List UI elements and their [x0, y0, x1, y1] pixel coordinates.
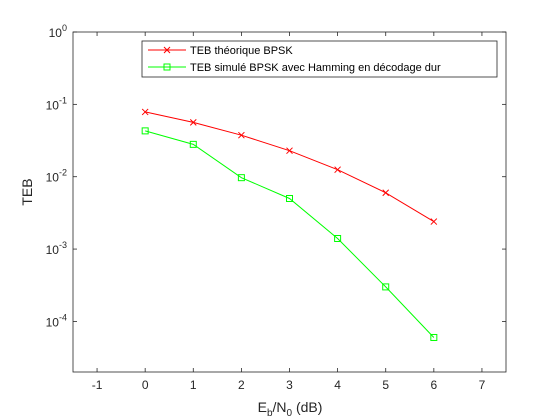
- series-line-1: [145, 130, 435, 338]
- x-tick-label: 0: [142, 378, 149, 392]
- y-tick-label: 10-4: [46, 312, 67, 329]
- series-point-1: [430, 333, 438, 341]
- x-tick-label: 3: [286, 378, 293, 392]
- x-axis-ticks: -1 0 1 2 3 4 5 6 7: [92, 32, 486, 392]
- series-point-0: [430, 218, 438, 225]
- series-point-1: [237, 174, 245, 182]
- legend: TEB théorique BPSK TEB simulé BPSK avec …: [141, 40, 498, 78]
- x-axis-label: Eb/N0 (dB): [258, 399, 323, 419]
- y-tick-label: 10-3: [46, 240, 67, 257]
- series-point-0: [141, 108, 149, 116]
- y-axis-ticks: 100 10-1 10-2 10-3 10-4: [46, 23, 506, 329]
- series-point-0: [238, 131, 245, 139]
- x-tick-label: -1: [92, 378, 103, 392]
- x-tick-label: 6: [430, 378, 437, 392]
- legend-marker-theorique: [163, 46, 171, 54]
- series-layer: [141, 108, 438, 341]
- plot-area: [72, 31, 507, 373]
- series-point-1: [286, 194, 293, 202]
- x-tick-label: 4: [334, 378, 341, 392]
- x-tick-label: 7: [479, 378, 486, 392]
- series-point-1: [141, 127, 149, 135]
- series-point-0: [286, 147, 293, 155]
- legend-box: [141, 40, 498, 78]
- series-point-1: [382, 283, 390, 291]
- x-tick-label: 5: [382, 378, 389, 392]
- legend-label-theorique: TEB théorique BPSK: [190, 45, 293, 57]
- legend-label-simule: TEB simulé BPSK avec Hamming en décodage…: [190, 62, 441, 74]
- series-point-0: [189, 119, 197, 126]
- y-tick-label: 10-1: [46, 95, 67, 112]
- legend-marker-simule: [163, 63, 171, 71]
- series-point-1: [189, 140, 197, 148]
- x-tick-label: 1: [190, 378, 197, 392]
- series-point-0: [334, 166, 341, 174]
- y-tick-label: 10-2: [46, 168, 67, 185]
- series-point-1: [334, 234, 342, 242]
- y-axis-label: TEB: [19, 178, 35, 205]
- series-point-0: [382, 189, 390, 197]
- x-tick-label: 2: [238, 378, 245, 392]
- y-tick-label: 100: [49, 23, 67, 40]
